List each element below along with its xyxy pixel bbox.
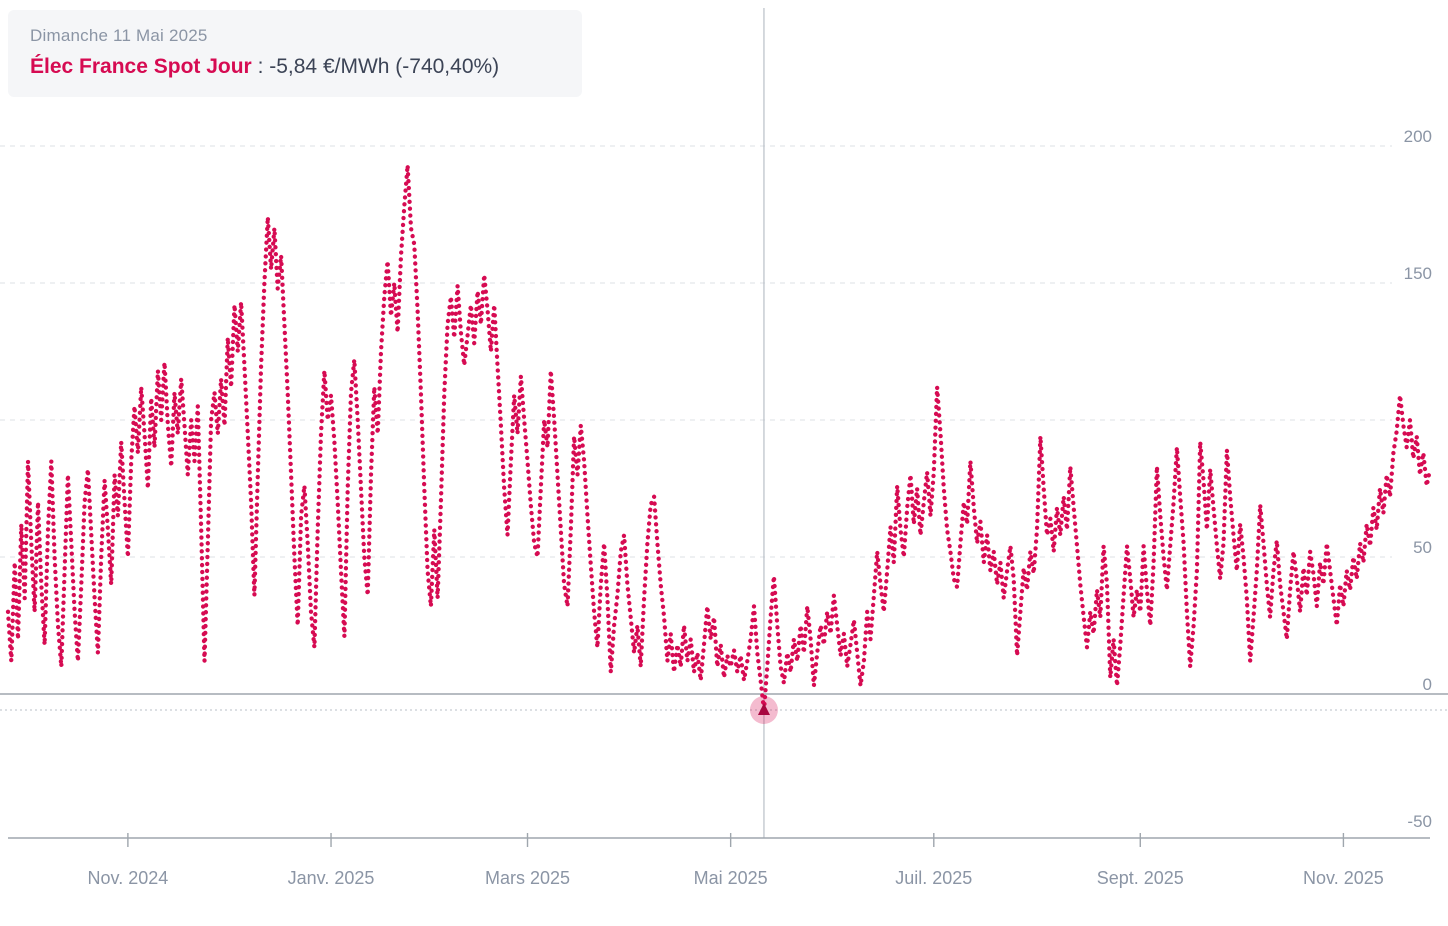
chart-tooltip: Dimanche 11 Mai 2025 Élec France Spot Jo… — [8, 10, 582, 97]
y-axis-label: 150 — [1404, 264, 1432, 283]
x-axis-label: Mars 2025 — [485, 868, 570, 888]
x-axis-label: Janv. 2025 — [288, 868, 375, 888]
tooltip-date: Dimanche 11 Mai 2025 — [30, 26, 208, 45]
y-axis-label: -50 — [1407, 812, 1432, 831]
x-axis-label: Mai 2025 — [694, 868, 768, 888]
x-axis-label: Nov. 2025 — [1303, 868, 1384, 888]
y-axis-label: 0 — [1423, 675, 1432, 694]
y-axis-label: 50 — [1413, 538, 1432, 557]
x-axis-label: Juil. 2025 — [895, 868, 972, 888]
tooltip-value-line: Élec France Spot Jour : -5,84 €/MWh (-74… — [30, 55, 560, 79]
x-axis-label: Nov. 2024 — [88, 868, 169, 888]
tooltip-series-name: Élec France Spot Jour — [30, 55, 252, 78]
selected-point-marker — [757, 703, 770, 716]
y-axis-label: 200 — [1404, 127, 1432, 146]
x-axis-label: Sept. 2025 — [1097, 868, 1184, 888]
price-series — [5, 163, 1433, 713]
tooltip-series-value: : -5,84 €/MWh (-740,40%) — [251, 55, 500, 78]
